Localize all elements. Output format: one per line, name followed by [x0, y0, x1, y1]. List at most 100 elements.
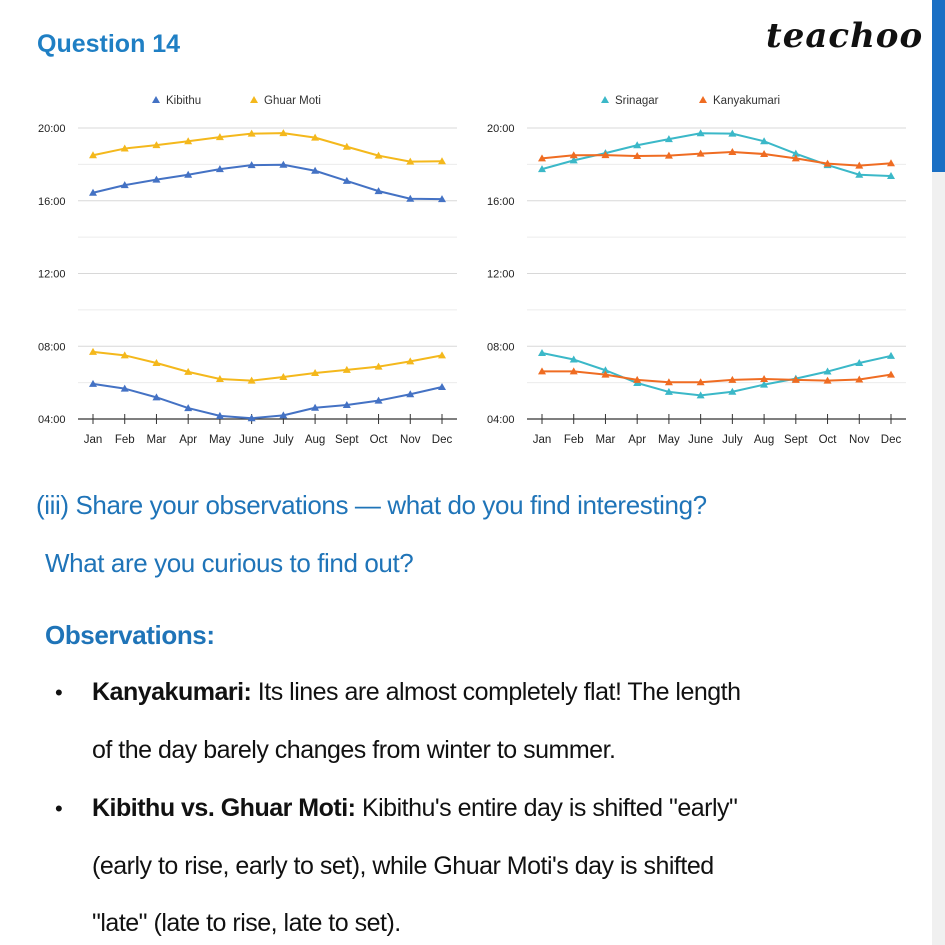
prompt-line-1: (iii) Share your observations — what do …: [36, 490, 707, 520]
data-point-ghuar-moti-sunset: [120, 144, 129, 152]
data-point-kanyakumari-sunrise: [664, 378, 673, 386]
bullet-2-line-3: "late" (late to rise, late to set).: [92, 909, 401, 937]
data-point-kanyakumari-sunrise: [855, 375, 864, 383]
series-line-kibithu-sunset: [92, 163, 443, 201]
bullet-icon: •: [55, 680, 63, 705]
data-point-srinagar-sunset: [887, 172, 895, 180]
x-tick-label: Oct: [370, 434, 389, 446]
y-tick-label: 08:00: [38, 341, 66, 353]
data-point-ghuar-moti-sunset: [374, 151, 383, 159]
x-tick-label: Apr: [179, 434, 197, 446]
data-point-ghuar-moti-sunset: [152, 141, 161, 149]
data-point-kanyakumari-sunrise: [696, 378, 705, 386]
chart-srinagar-kanyakumari: 04:00 08:00 12:00 16:00 20:00 Jan Feb Mar Apr May…: [487, 95, 906, 446]
data-point-kibithu-sunset: [279, 160, 288, 168]
data-point-ghuar-moti-sunrise: [342, 365, 351, 373]
data-point-kibithu-sunset: [438, 195, 446, 203]
data-point-kanyakumari-sunset: [696, 149, 705, 157]
data-point-srinagar-sunrise: [696, 391, 705, 399]
data-point-kanyakumari-sunrise: [728, 375, 737, 383]
data-point-kanyakumari-sunrise: [538, 367, 546, 375]
data-point-kanyakumari-sunset: [569, 151, 578, 159]
x-tick-label: May: [658, 434, 680, 446]
data-point-kibithu-sunset: [215, 165, 224, 173]
data-point-ghuar-moti-sunset: [247, 129, 256, 137]
data-point-ghuar-moti-sunrise: [374, 362, 383, 370]
series-line-kanyakumari-sunrise: [542, 370, 892, 384]
scrollbar-thumb[interactable]: [932, 0, 945, 172]
y-tick-label: 08:00: [487, 341, 515, 353]
data-point-ghuar-moti-sunset: [342, 142, 351, 150]
data-point-kanyakumari-sunrise: [823, 376, 832, 384]
data-point-ghuar-moti-sunset: [184, 137, 193, 145]
x-tick-label: July: [722, 434, 743, 446]
y-tick-label: 16:00: [487, 196, 515, 208]
x-tick-label: Sept: [784, 434, 808, 446]
data-point-ghuar-moti-sunrise: [279, 372, 288, 380]
x-tick-label: Mar: [596, 434, 616, 446]
y-tick-label: 04:00: [38, 414, 66, 426]
legend-label: Kanyakumari: [713, 95, 780, 107]
bullet-1-label: Kanyakumari:: [92, 678, 252, 706]
data-point-ghuar-moti-sunrise: [215, 374, 224, 382]
data-point-kibithu-sunrise: [152, 393, 161, 401]
data-point-kanyakumari-sunset: [887, 159, 895, 167]
data-point-ghuar-moti-sunrise: [406, 357, 415, 365]
data-point-kibithu-sunrise: [279, 411, 288, 419]
series-line-ghuar-moti-sunrise: [92, 350, 443, 382]
data-point-srinagar-sunset: [633, 141, 642, 149]
data-point-kibithu-sunrise: [120, 384, 129, 392]
data-point-ghuar-moti-sunset: [215, 133, 224, 141]
data-point-kanyakumari-sunset: [823, 159, 832, 167]
series-line-kibithu-sunrise: [92, 382, 443, 420]
legend-marker: [601, 96, 609, 103]
x-tick-label: Feb: [564, 434, 584, 446]
data-point-srinagar-sunrise: [601, 366, 610, 374]
data-point-srinagar-sunrise: [823, 367, 832, 375]
bullet-icon: •: [55, 796, 63, 821]
data-point-kibithu-sunrise: [215, 411, 224, 419]
data-point-srinagar-sunset: [791, 149, 800, 157]
data-point-ghuar-moti-sunset: [311, 133, 320, 141]
data-point-kanyakumari-sunrise: [791, 375, 800, 383]
series-line-kanyakumari-sunset: [541, 151, 892, 167]
data-point-ghuar-moti-sunrise: [247, 376, 256, 384]
data-point-kanyakumari-sunrise: [633, 375, 642, 383]
x-tick-label: Jan: [84, 434, 103, 446]
data-point-kanyakumari-sunrise: [760, 374, 769, 382]
x-tick-label: Nov: [849, 434, 870, 446]
x-tick-label: Oct: [819, 434, 838, 446]
x-tick-label: Jan: [533, 434, 552, 446]
data-point-srinagar-sunset: [728, 129, 737, 137]
scrollbar-track[interactable]: [932, 172, 945, 945]
legend-marker: [250, 96, 258, 103]
data-point-kanyakumari-sunset: [664, 151, 673, 159]
x-tick-label: May: [209, 434, 231, 446]
data-point-kanyakumari-sunset: [855, 161, 864, 169]
data-point-kibithu-sunset: [184, 170, 193, 178]
data-point-srinagar-sunrise: [664, 387, 673, 395]
legend-marker: [152, 96, 160, 103]
bullet-1-line-2: of the day barely changes from winter to…: [92, 736, 616, 764]
data-point-kibithu-sunset: [342, 176, 351, 184]
teachoo-logo: teachoo: [766, 16, 924, 56]
x-tick-label: Feb: [115, 434, 135, 446]
data-point-ghuar-moti-sunset: [406, 157, 415, 165]
legend-marker: [699, 96, 707, 103]
x-tick-label: Apr: [628, 434, 646, 446]
data-point-srinagar-sunset: [760, 137, 769, 145]
data-point-kibithu-sunrise: [184, 404, 193, 412]
y-tick-label: 12:00: [487, 269, 515, 281]
series-line-ghuar-moti-sunset: [92, 132, 443, 163]
bullet-2-line-2: (early to rise, early to set), while Ghu…: [92, 852, 714, 880]
x-tick-label: Aug: [305, 434, 325, 446]
x-tick-label: June: [688, 434, 713, 446]
data-point-kibithu-sunset: [406, 194, 415, 202]
data-point-ghuar-moti-sunrise: [152, 358, 161, 366]
data-point-kanyakumari-sunset: [601, 151, 610, 159]
data-point-kanyakumari-sunset: [633, 152, 642, 160]
y-tick-label: 16:00: [38, 196, 66, 208]
data-point-kibithu-sunrise: [342, 400, 351, 408]
chart-kibithu-ghuar-moti: 04:00 08:00 12:00 16:00 20:00 Jan Feb Mar Apr May…: [38, 95, 457, 446]
y-tick-label: 04:00: [487, 414, 515, 426]
